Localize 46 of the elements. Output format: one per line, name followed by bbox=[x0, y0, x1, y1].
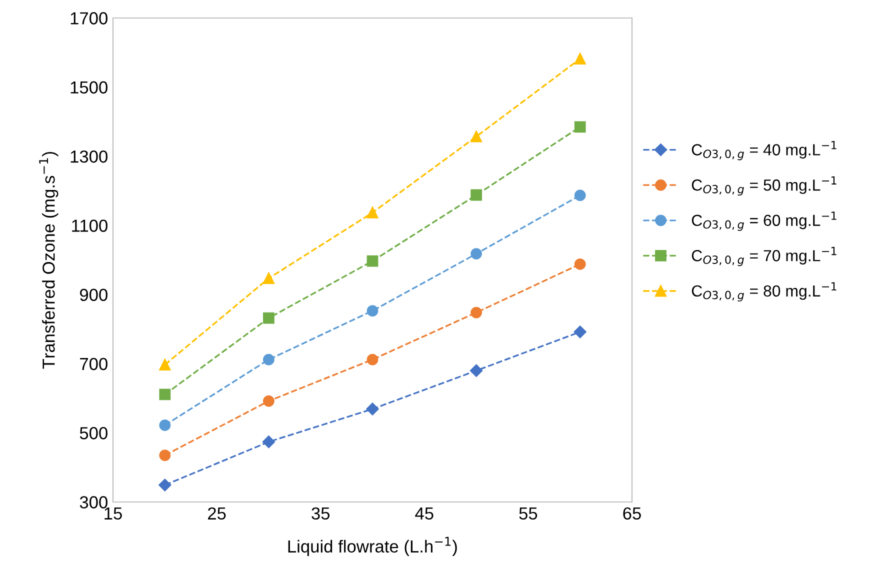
point bbox=[470, 248, 482, 260]
point bbox=[366, 255, 378, 267]
point bbox=[159, 450, 171, 462]
x-tick-label: 45 bbox=[415, 508, 434, 520]
legend-label: C$_{O3,0,g}$ = 50 mg.L$^{−1}$ bbox=[692, 176, 836, 196]
point bbox=[470, 306, 482, 318]
legend-label: C$_{O3,0,g}$ = 70 mg.L$^{−1}$ bbox=[692, 246, 836, 266]
point bbox=[574, 326, 586, 338]
point bbox=[574, 190, 586, 202]
y-tick-label: 1700 bbox=[70, 12, 108, 24]
point bbox=[262, 436, 275, 448]
x-axis-title: Liquid flowrate (L.h$^{−1}$) bbox=[288, 536, 457, 556]
point bbox=[159, 420, 171, 431]
point bbox=[366, 402, 379, 416]
point bbox=[470, 189, 482, 201]
point bbox=[263, 354, 274, 366]
point bbox=[470, 364, 483, 377]
x-tick-label: 65 bbox=[623, 507, 641, 520]
y-tick-label: 1500 bbox=[70, 81, 108, 94]
point bbox=[470, 130, 482, 142]
point bbox=[159, 359, 171, 370]
y-axis-title: Transferred Ozone (mg.s$^{−1}$) bbox=[39, 152, 58, 369]
x-tick-label: 25 bbox=[208, 507, 226, 520]
point bbox=[574, 53, 586, 64]
x-tick-label: 35 bbox=[312, 507, 330, 520]
legend-label: C$_{O3,0,g}$ = 60 mg.L$^{−1}$ bbox=[692, 212, 836, 231]
point bbox=[263, 395, 274, 407]
point bbox=[263, 272, 274, 284]
legend-label: C$_{O3,0,g}$ = 40 mg.L$^{−1}$ bbox=[692, 141, 836, 160]
x-tick-label: 15 bbox=[104, 508, 122, 520]
y-tick-label: 900 bbox=[80, 288, 108, 302]
y-tick-label: 1300 bbox=[70, 150, 108, 163]
point bbox=[574, 121, 586, 133]
y-tick-label: 500 bbox=[80, 427, 108, 440]
point bbox=[574, 258, 586, 270]
y-tick-label: 300 bbox=[80, 496, 108, 508]
x-tick-label: 55 bbox=[519, 508, 538, 520]
point bbox=[263, 312, 274, 324]
y-tick-label: 700 bbox=[80, 358, 108, 370]
y-tick-label: 1100 bbox=[72, 220, 108, 232]
point bbox=[158, 478, 172, 492]
point bbox=[159, 388, 171, 400]
point bbox=[366, 206, 378, 218]
legend-label: C$_{O3,0,g}$ = 80 mg.L$^{−1}$ bbox=[692, 282, 836, 302]
point bbox=[366, 354, 378, 366]
point bbox=[366, 305, 378, 317]
